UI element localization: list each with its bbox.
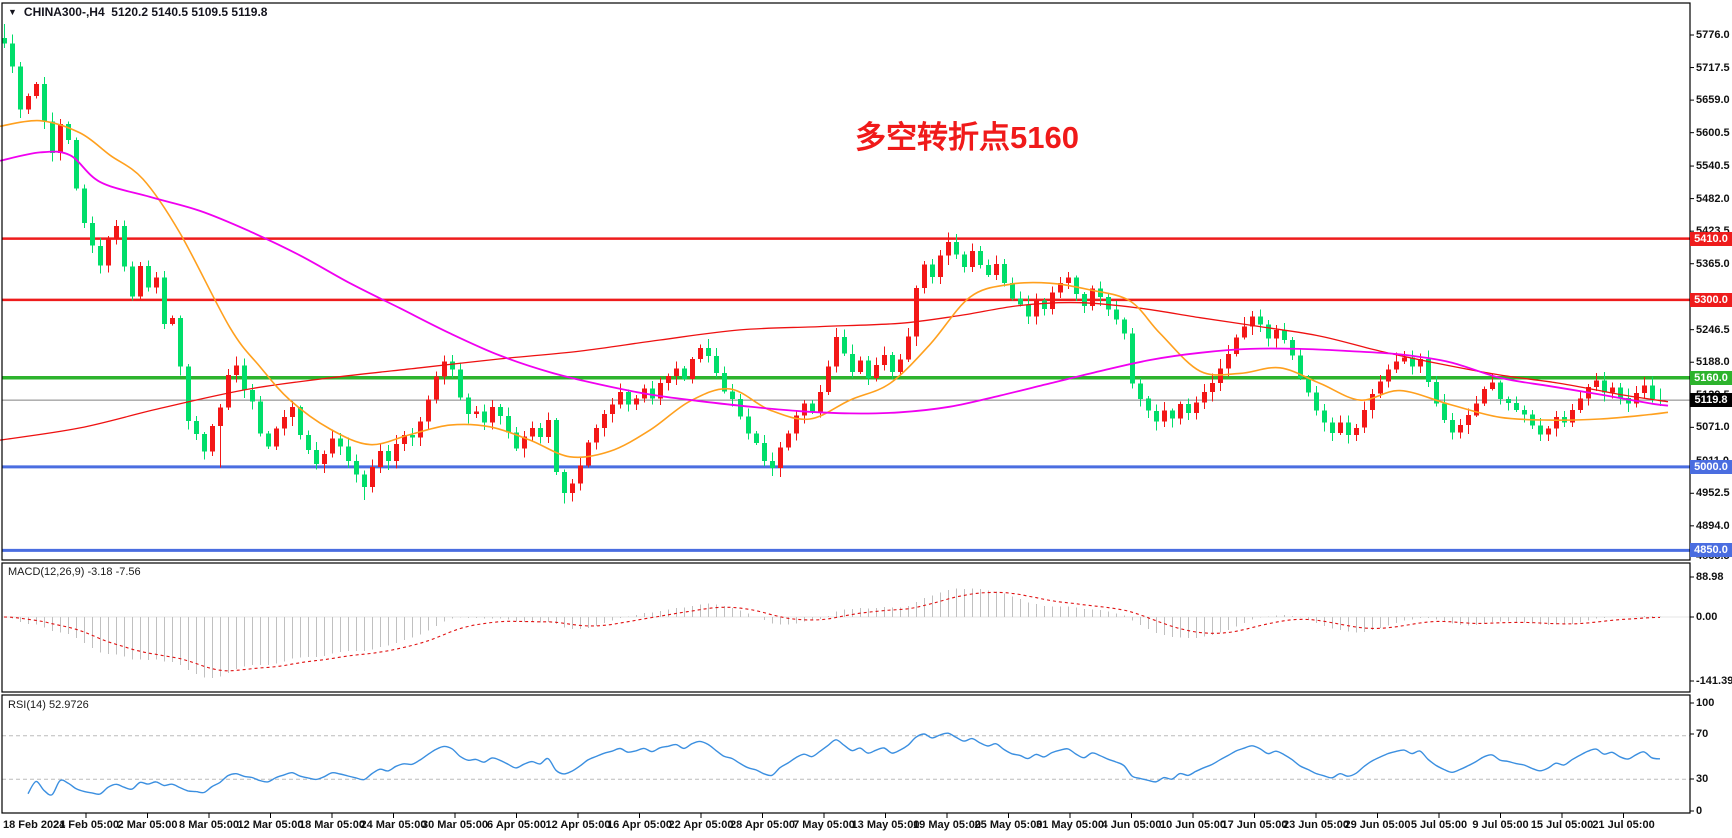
- annotation-text: 多空转折点5160: [855, 120, 1079, 155]
- rsi-panel-border: [1, 694, 1691, 814]
- date-label: 12 Apr 05:00: [545, 819, 611, 831]
- rsi-indicator-label: RSI(14) 52.9726: [8, 699, 89, 711]
- date-label: 18 Feb 2021: [3, 819, 66, 831]
- price-tick-label: 5482.0: [1696, 192, 1730, 205]
- price-badge-5160.0: 5160.0: [1690, 370, 1732, 385]
- macd-axis-label: 88.98: [1696, 571, 1724, 583]
- date-label: 16 Apr 05:00: [606, 819, 673, 831]
- date-label: 6 Apr 05:00: [487, 819, 546, 831]
- date-label: 2 Mar 05:00: [117, 819, 178, 831]
- date-label: 22 Apr 05:00: [668, 819, 734, 831]
- price-tick-label: 5246.5: [1696, 323, 1730, 336]
- date-label: 19 May 05:00: [913, 819, 981, 831]
- date-label: 8 Mar 05:00: [179, 819, 239, 831]
- date-label: 28 Apr 05:00: [729, 819, 796, 831]
- date-label: 12 Mar 05:00: [237, 819, 304, 831]
- price-tick-label: 5600.5: [1696, 126, 1730, 139]
- price-tick-label: 5365.0: [1696, 257, 1730, 270]
- date-label: 10 Jun 05:00: [1159, 819, 1227, 831]
- date-label: 5 Jul 05:00: [1410, 819, 1468, 831]
- rsi-line: [27, 732, 1661, 796]
- date-label: 30 Mar 05:00: [421, 819, 489, 831]
- price-tick-label: 5659.0: [1696, 94, 1730, 107]
- price-tick-label: 5188.0: [1696, 356, 1730, 369]
- date-label: 13 May 05:00: [851, 819, 920, 831]
- rsi-axis-label: 70: [1696, 728, 1709, 740]
- price-tick-label: 5071.0: [1696, 421, 1730, 434]
- date-label: 25 May 05:00: [974, 819, 1043, 831]
- date-label: 4 Jun 05:00: [1101, 819, 1162, 831]
- rsi-axis-label: 30: [1696, 773, 1709, 785]
- date-label: 15 Jul 05:00: [1530, 819, 1594, 831]
- price-badge-4850.0: 4850.0: [1690, 543, 1732, 558]
- macd-axis-label: -141.39: [1696, 675, 1732, 687]
- ma_red-line: [0, 301, 1669, 441]
- macd-panel-border: [1, 562, 1691, 693]
- price-badge-5410.0: 5410.0: [1690, 231, 1732, 246]
- symbol-timeframe-label: CHINA300-,H4: [23, 5, 105, 19]
- date-label: 17 Jun 05:00: [1221, 819, 1288, 831]
- ma_orange-line: [0, 119, 1669, 459]
- date-label: 18 Mar 05:00: [298, 819, 366, 831]
- date-label: 23 Jun 05:00: [1282, 819, 1350, 831]
- price-tick-label: 4894.0: [1696, 519, 1730, 532]
- candlestick-series: [2, 23, 1663, 504]
- ma_magenta-line: [0, 150, 1669, 415]
- symbol-dropdown-icon[interactable]: ▼: [8, 7, 17, 17]
- date-label: 21 Jul 05:00: [1592, 819, 1655, 831]
- macd-axis-label: 0.00: [1696, 611, 1718, 623]
- price-tick-label: 5776.0: [1696, 29, 1730, 41]
- macd-signal-line: [3, 591, 1661, 672]
- date-label: 9 Jul 05:00: [1472, 819, 1529, 831]
- rsi-axis-label: 100: [1696, 697, 1715, 709]
- price-tick-label: 5540.5: [1696, 160, 1730, 173]
- main-panel-border: [1, 2, 1691, 561]
- price-badge-5300.0: 5300.0: [1690, 292, 1732, 307]
- price-tick-label: 5717.5: [1696, 61, 1730, 74]
- price-badge-5119.8: 5119.8: [1690, 393, 1732, 408]
- macd-histogram: [12, 588, 1661, 678]
- price-tick-label: 4952.5: [1696, 487, 1730, 500]
- date-label: 31 May 05:00: [1036, 819, 1104, 831]
- macd-indicator-label: MACD(12,26,9) -3.18 -7.56: [8, 566, 141, 578]
- price-badge-5000.0: 5000.0: [1690, 459, 1732, 474]
- date-label: 24 Feb 05:00: [52, 819, 120, 831]
- rsi-axis-label: 0: [1696, 805, 1703, 817]
- chart-title: ▼ CHINA300-,H4 5120.2 5140.5 5109.5 5119.…: [8, 5, 267, 19]
- date-label: 7 May 05:00: [793, 819, 855, 831]
- date-label: 29 Jun 05:00: [1344, 819, 1411, 831]
- ohlc-values: 5120.2 5140.5 5109.5 5119.8: [111, 5, 268, 19]
- date-label: 24 Mar 05:00: [360, 819, 427, 831]
